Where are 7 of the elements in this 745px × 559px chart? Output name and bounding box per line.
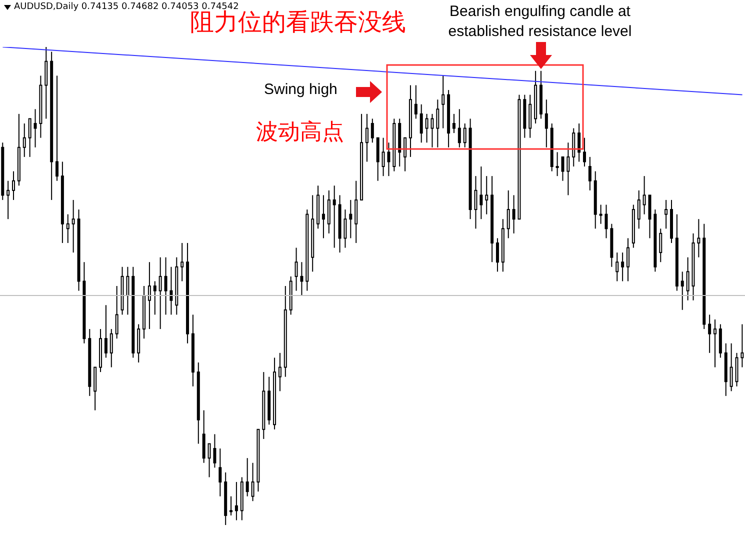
annotation: 波动高点	[256, 119, 344, 147]
candlestick	[556, 152, 559, 176]
candlestick	[599, 204, 602, 224]
candlestick	[332, 186, 336, 248]
text: Bearish engulfing candle at established resistance level	[447, 2, 633, 42]
chart-title: 阻力位的看跌吞没线	[190, 8, 406, 38]
annotation: Swing high	[264, 81, 338, 98]
